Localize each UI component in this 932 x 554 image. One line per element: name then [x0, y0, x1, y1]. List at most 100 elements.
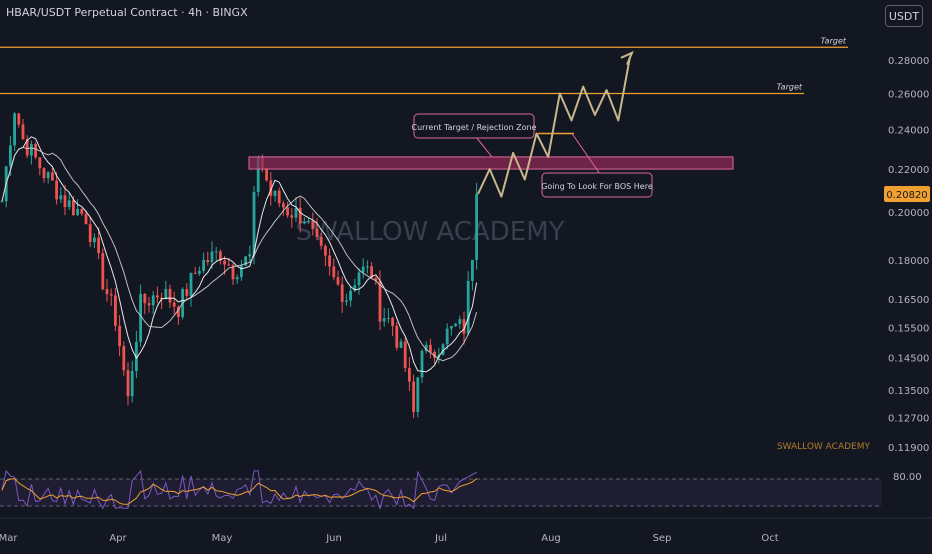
candle-body	[164, 288, 168, 299]
ma-long-line	[1, 146, 478, 362]
candle-body	[198, 270, 201, 274]
candle-body	[307, 220, 310, 222]
rsi-band	[0, 479, 882, 506]
candle-body	[382, 318, 386, 322]
candle-body	[13, 113, 16, 146]
corner-watermark: SWALLOW ACADEMY	[777, 442, 871, 452]
candle-body	[151, 295, 155, 306]
price-tick-label: 0.15500	[888, 323, 929, 334]
price-tick-label: 0.14500	[888, 354, 929, 365]
candle-body	[357, 272, 361, 286]
currency-button[interactable]: USDT	[885, 5, 923, 27]
candle-body	[34, 144, 37, 158]
rejection-zone[interactable]	[248, 156, 734, 170]
time-tick-label: Aug	[541, 533, 561, 544]
candle-body	[21, 124, 25, 140]
candle-body	[424, 344, 428, 351]
candle-body	[416, 377, 420, 413]
price-tick-label: 0.20000	[888, 208, 929, 219]
candle-body	[185, 289, 189, 296]
candle-body	[328, 255, 331, 267]
candle-body	[332, 266, 336, 278]
bos-callout-label: Going To Look For BOS Here	[541, 182, 653, 191]
candle-body	[462, 319, 466, 334]
candle-body	[319, 236, 323, 246]
candle-body	[345, 300, 348, 302]
candle-body	[290, 215, 294, 218]
candle-body	[177, 306, 180, 318]
candle-body	[139, 293, 142, 342]
candle-body	[277, 190, 281, 204]
candle-body	[458, 319, 462, 324]
candle-body	[72, 200, 75, 216]
candle-body	[55, 180, 58, 200]
candle-body	[256, 156, 260, 192]
candle-body	[219, 251, 222, 261]
candle-body	[244, 256, 247, 266]
time-tick-label: Apr	[109, 533, 127, 544]
candle-body	[403, 341, 407, 369]
time-tick-label: Mar	[0, 533, 18, 544]
candle-body	[206, 260, 210, 263]
candle-body	[193, 272, 197, 274]
candle-body	[122, 346, 126, 371]
candle-body	[143, 293, 147, 304]
candle-body	[76, 209, 79, 216]
price-axis[interactable]: 0.28000 0.26000 0.24000 0.22000 0.20000 0.180…	[888, 56, 929, 454]
candle-body	[433, 351, 436, 358]
time-tick-label: Oct	[761, 533, 778, 544]
current-price-value: 0.20820	[886, 190, 927, 201]
time-tick-label: Sep	[653, 533, 672, 544]
candle-body	[9, 145, 12, 167]
watermark: SWALLOW ACADEMY	[295, 217, 564, 247]
price-tick-label: 0.11900	[888, 443, 929, 454]
candle-body	[101, 253, 105, 290]
candle-body	[311, 220, 315, 229]
price-tick-label: 0.24000	[888, 126, 929, 137]
rsi-line	[1, 469, 477, 511]
ma-short-line	[1, 136, 478, 373]
candle-body	[412, 381, 415, 413]
price-tick-label: 0.16500	[888, 295, 929, 306]
candle-body	[374, 277, 378, 281]
candle-body	[353, 285, 357, 291]
zone-callout-pointer	[475, 136, 493, 158]
candle-body	[51, 172, 54, 181]
candle-body	[109, 294, 113, 296]
candle-body	[46, 172, 50, 179]
chart-title: HBAR/USDT Perpetual Contract · 4h · BING…	[6, 6, 248, 19]
rsi-ma-line	[1, 478, 477, 505]
candle-body	[286, 207, 289, 216]
price-tick-label: 0.18000	[888, 256, 929, 267]
current-price-label	[884, 186, 930, 203]
candle-body	[315, 228, 319, 237]
candle-body	[59, 195, 63, 200]
rsi-panel[interactable]: 80.00	[0, 469, 922, 511]
candle-body	[80, 209, 84, 214]
candle-body	[105, 289, 109, 295]
candle-body	[294, 207, 298, 218]
target-label: Target	[821, 36, 847, 45]
price-tick-label: 0.26000	[888, 90, 929, 101]
candle-body	[189, 272, 193, 296]
candle-body	[231, 265, 235, 280]
time-axis[interactable]: Mar Apr May Jun Jul Aug Sep Oct	[0, 533, 779, 544]
projection-path[interactable]	[477, 56, 631, 198]
candle-body	[84, 213, 88, 225]
candle-body	[395, 325, 399, 348]
candle-body	[156, 295, 159, 298]
candle-body	[135, 341, 138, 372]
zone-callout-box[interactable]	[413, 113, 535, 139]
bos-callout-box[interactable]	[541, 172, 653, 198]
annotations[interactable]: Target Target Current Target / Rejection Z…	[0, 36, 930, 203]
candle-body	[366, 266, 369, 268]
candle-body	[471, 259, 474, 281]
rsi-level-label: 80.00	[893, 472, 922, 483]
candle-body	[214, 251, 218, 253]
projection-arrowhead	[620, 50, 634, 66]
price-tick-label: 0.28000	[888, 56, 929, 67]
time-tick-label: May	[212, 533, 233, 544]
